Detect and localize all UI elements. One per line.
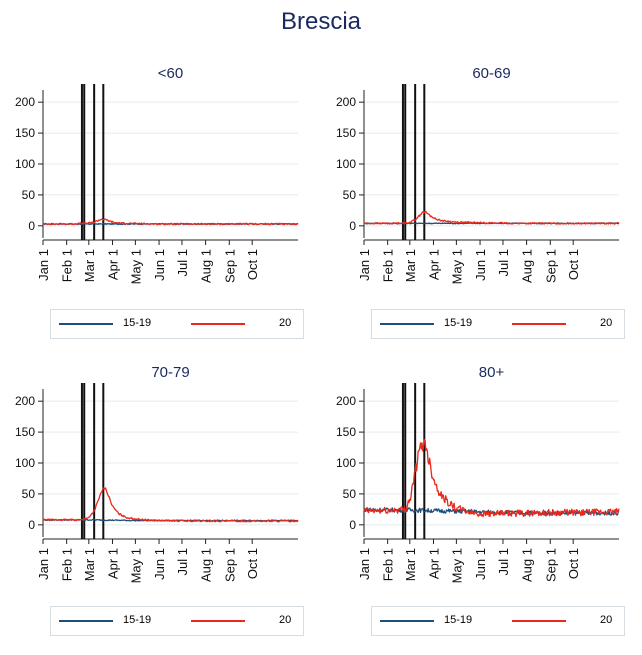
chart-svg: 70-79 0 50 100 150 200 Jan 1 Feb 1 Mar 1 Apr 1 May…: [15, 364, 299, 583]
y-tick-label: 200: [336, 95, 356, 109]
y-tick-label: 0: [28, 219, 35, 233]
x-tick-label: Oct 1: [566, 249, 581, 280]
x-tick-label: Oct 1: [566, 548, 581, 579]
legend-line-20: [512, 323, 566, 325]
series-line-20: [43, 487, 299, 523]
x-tick-label: Feb 1: [60, 249, 75, 282]
y-tick-label: 100: [15, 456, 35, 470]
x-tick-label: May 1: [128, 548, 143, 583]
chart-panel-80-plus: 80+ 0 50 100 150 200 Jan 1 Feb 1 Mar 1 Apr 1 May 1…: [321, 355, 642, 655]
x-tick-label: Feb 1: [381, 249, 396, 282]
legend-line-15-19: [380, 620, 434, 622]
x-tick-label: Jun 1: [473, 548, 488, 580]
chart-title: 70-79: [151, 364, 189, 381]
legend-line-20: [512, 620, 566, 622]
legend-label-20: 20: [279, 317, 292, 329]
legend: 15-19 20: [50, 606, 304, 636]
x-tick-label: Feb 1: [60, 548, 75, 581]
legend-line-20: [191, 323, 245, 325]
x-tick-label: Jan 1: [357, 548, 372, 580]
x-tick-label: Apr 1: [426, 249, 441, 280]
x-tick-label: Jun 1: [152, 249, 167, 281]
chart-svg: 60-69 0 50 100 150 200 Jan 1 Feb 1 Mar 1 Apr 1 May…: [336, 65, 620, 284]
legend: 15-19 20: [371, 309, 625, 339]
x-tick-label: Apr 1: [105, 249, 120, 280]
y-tick-label: 0: [349, 219, 356, 233]
y-tick-label: 50: [343, 188, 357, 202]
x-tick-label: Oct 1: [245, 548, 260, 579]
y-tick-label: 150: [15, 425, 35, 439]
x-tick-label: Jul 1: [496, 249, 511, 276]
chart-panel-70-79: 70-79 0 50 100 150 200 Jan 1 Feb 1 Mar 1 Apr 1 May…: [0, 355, 321, 655]
y-tick-label: 150: [336, 126, 356, 140]
x-tick-label: Apr 1: [105, 548, 120, 579]
chart-title: <60: [158, 65, 183, 82]
x-tick-label: Jul 1: [496, 548, 511, 575]
legend-label-15-19: 15-19: [123, 614, 152, 626]
legend-line-15-19: [59, 620, 113, 622]
y-tick-label: 150: [336, 425, 356, 439]
x-tick-label: Mar 1: [403, 548, 418, 581]
x-tick-label: Jun 1: [152, 548, 167, 580]
legend-line-15-19: [59, 323, 113, 325]
legend-label-20: 20: [279, 614, 292, 626]
x-tick-label: Aug 1: [199, 249, 214, 283]
legend-line-15-19: [380, 323, 434, 325]
series-line-20: [363, 210, 620, 225]
y-tick-label: 200: [336, 394, 356, 408]
y-tick-label: 200: [15, 394, 35, 408]
x-tick-label: Sep 1: [543, 249, 558, 283]
x-tick-label: May 1: [449, 249, 464, 284]
chart-panel-60-69: 60-69 0 50 100 150 200 Jan 1 Feb 1 Mar 1 Apr 1 May…: [321, 56, 642, 356]
y-tick-label: 50: [22, 188, 36, 202]
y-tick-label: 50: [22, 487, 36, 501]
x-tick-label: Sep 1: [222, 249, 237, 283]
legend-label-20: 20: [600, 317, 613, 329]
x-tick-label: Jul 1: [175, 548, 190, 575]
chart-svg: 80+ 0 50 100 150 200 Jan 1 Feb 1 Mar 1 Apr 1 May 1…: [336, 364, 620, 583]
legend-label-15-19: 15-19: [444, 614, 473, 626]
chart-panel-under-60: <60 0 50 100 150 200 Jan 1 Feb 1 Mar 1 Apr 1 May 1…: [0, 56, 321, 356]
x-tick-label: Feb 1: [381, 548, 396, 581]
chart-title: 60-69: [472, 65, 510, 82]
x-tick-label: Mar 1: [403, 249, 418, 282]
y-tick-label: 100: [336, 157, 356, 171]
chart-svg: <60 0 50 100 150 200 Jan 1 Feb 1 Mar 1 Apr 1 May 1…: [15, 65, 299, 284]
legend-label-15-19: 15-19: [444, 317, 473, 329]
x-tick-label: May 1: [449, 548, 464, 583]
chart-title: 80+: [479, 364, 505, 381]
y-tick-label: 200: [15, 95, 35, 109]
x-tick-label: Jul 1: [175, 249, 190, 276]
legend-line-20: [191, 620, 245, 622]
y-tick-label: 0: [28, 518, 35, 532]
x-tick-label: Jan 1: [357, 249, 372, 281]
x-tick-label: Sep 1: [222, 548, 237, 582]
y-tick-label: 100: [15, 157, 35, 171]
x-tick-label: Aug 1: [520, 249, 535, 283]
legend-label-20: 20: [600, 614, 613, 626]
legend-label-15-19: 15-19: [123, 317, 152, 329]
y-tick-label: 50: [343, 487, 357, 501]
x-tick-label: Aug 1: [199, 548, 214, 582]
series-line-20: [42, 218, 299, 226]
y-tick-label: 100: [336, 456, 356, 470]
legend: 15-19 20: [50, 309, 304, 339]
x-tick-label: Apr 1: [426, 548, 441, 579]
y-tick-label: 150: [15, 126, 35, 140]
x-tick-label: Sep 1: [543, 548, 558, 582]
x-tick-label: Jan 1: [36, 249, 51, 281]
x-tick-label: Aug 1: [520, 548, 535, 582]
x-tick-label: Jun 1: [473, 249, 488, 281]
x-tick-label: Mar 1: [82, 249, 97, 282]
series-line-20: [363, 438, 620, 518]
y-tick-label: 0: [349, 518, 356, 532]
x-tick-label: Oct 1: [245, 249, 260, 280]
page-title: Brescia: [280, 8, 362, 35]
x-tick-label: Mar 1: [82, 548, 97, 581]
legend: 15-19 20: [371, 606, 625, 636]
x-tick-label: Jan 1: [36, 548, 51, 580]
x-tick-label: May 1: [128, 249, 143, 284]
